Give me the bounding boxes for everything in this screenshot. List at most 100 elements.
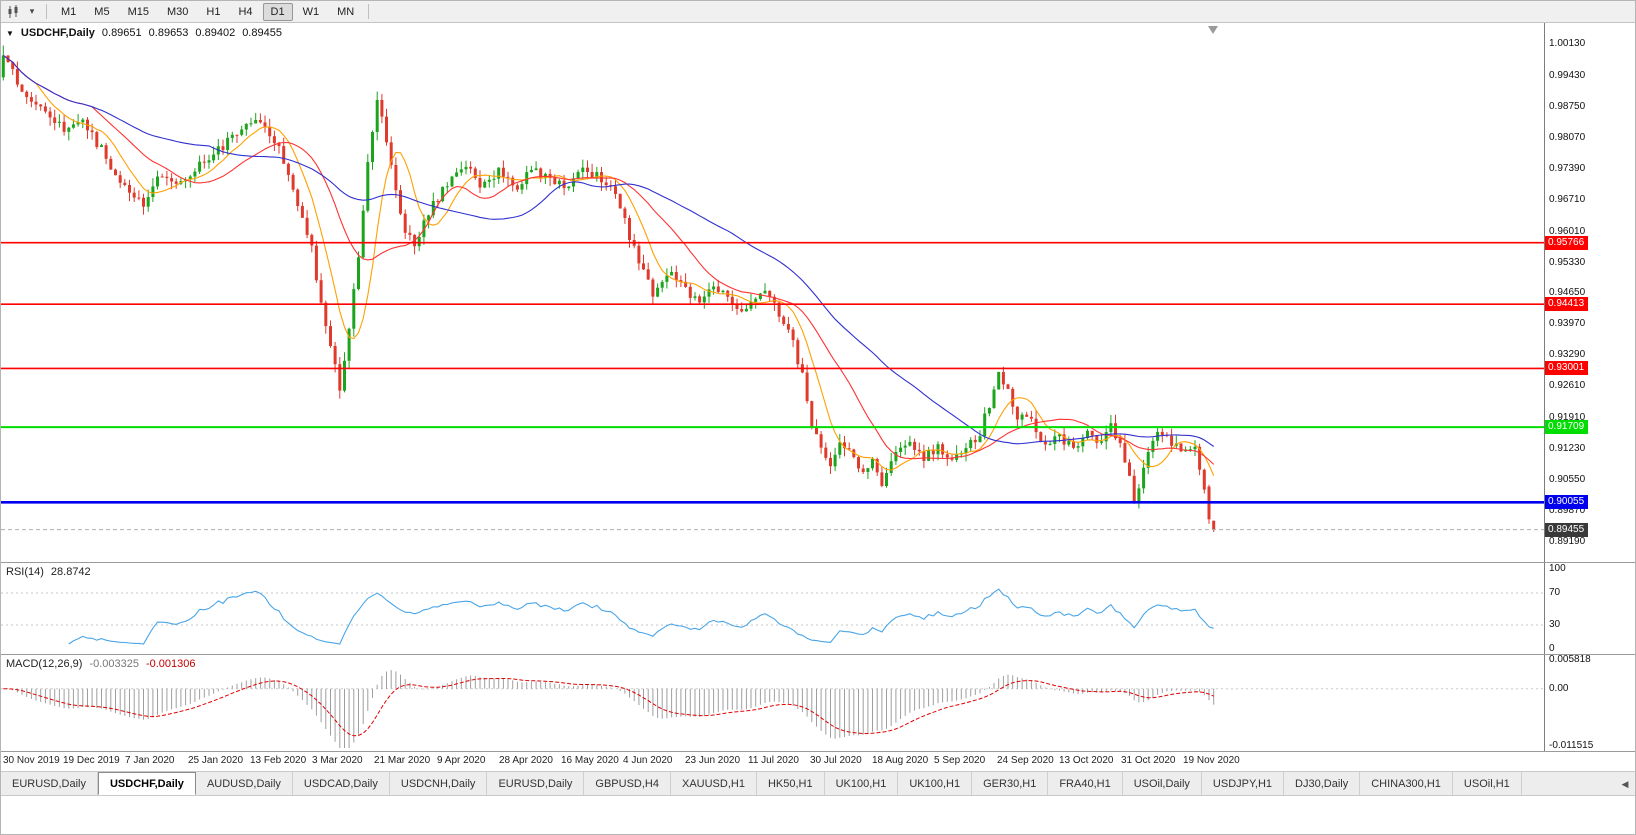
chart-tab-uk100-h1[interactable]: UK100,H1 xyxy=(824,772,899,795)
timeframe-button-m1[interactable]: M1 xyxy=(61,5,77,18)
rsi-label: RSI(14) 28.8742 xyxy=(6,566,91,578)
date-label: 9 Apr 2020 xyxy=(437,755,486,766)
rsi-tick: 70 xyxy=(1549,587,1561,598)
price-tick: 0.98070 xyxy=(1549,132,1586,143)
macd-axis[interactable]: 0.005818 0.00 -0.011515 xyxy=(1544,654,1635,751)
hline-price-tag: 0.90055 xyxy=(1545,495,1589,509)
macd-tick: -0.011515 xyxy=(1549,740,1594,751)
price-tick: 0.92610 xyxy=(1549,380,1586,391)
hline-price-tag: 0.91709 xyxy=(1545,420,1589,434)
macd-tick: 0.00 xyxy=(1549,683,1569,694)
toolbar-separator xyxy=(368,4,370,19)
macd-panel: 0.005818 0.00 -0.011515 MACD(12,26,9) -0.0… xyxy=(1,654,1635,752)
price-tick: 0.99430 xyxy=(1549,70,1586,81)
price-tick: 0.89870 xyxy=(1549,505,1586,516)
price-tick: 0.97390 xyxy=(1549,163,1586,174)
price-tick: 0.94650 xyxy=(1549,287,1586,298)
chart-tab-china300-h1[interactable]: CHINA300,H1 xyxy=(1360,772,1453,795)
timeframe-button-w1[interactable]: W1 xyxy=(302,5,320,18)
date-label: 16 May 2020 xyxy=(561,755,619,766)
date-label: 3 Mar 2020 xyxy=(312,755,363,766)
current-price-tag: 0.89455 xyxy=(1545,523,1589,537)
macd-chart[interactable] xyxy=(1,655,1546,752)
ohlc-open: 0.89651 xyxy=(101,27,142,39)
price-tick: 0.96010 xyxy=(1549,226,1586,237)
date-label: 21 Mar 2020 xyxy=(374,755,431,766)
timeframe-button-m15[interactable]: M15 xyxy=(127,5,149,18)
price-tick: 0.96710 xyxy=(1549,194,1586,205)
chart-tab-fra40-h1[interactable]: FRA40,H1 xyxy=(1048,772,1123,795)
date-label: 24 Sep 2020 xyxy=(997,755,1054,766)
date-label: 19 Nov 2020 xyxy=(1183,755,1240,766)
price-axis[interactable]: 1.00130 0.99430 0.98750 0.98070 0.97390 0.967… xyxy=(1544,23,1635,562)
timeframe-button-h1[interactable]: H1 xyxy=(206,5,221,18)
price-tick: 0.93970 xyxy=(1549,318,1586,329)
chart-tab-eurusd-daily[interactable]: EURUSD,Daily xyxy=(1,772,98,795)
symbol-label: USDCHF,Daily xyxy=(20,27,95,39)
macd-signal-value: -0.001306 xyxy=(145,658,196,670)
chart-tab-xauusd-h1[interactable]: XAUUSD,H1 xyxy=(670,772,757,795)
timeframe-button-d1[interactable]: D1 xyxy=(262,2,293,21)
rsi-tick: 100 xyxy=(1549,563,1566,574)
chart-title: ▼ USDCHF,Daily 0.89651 0.89653 0.89402 0… xyxy=(6,27,282,39)
candlestick-chart[interactable] xyxy=(1,23,1546,563)
time-axis[interactable]: 30 Nov 2019 19 Dec 2019 7 Jan 2020 25 Jan 2… xyxy=(1,752,1635,772)
price-tick: 0.90550 xyxy=(1549,474,1586,485)
date-label: 13 Feb 2020 xyxy=(250,755,307,766)
date-label: 28 Apr 2020 xyxy=(499,755,553,766)
timeframe-button-m5[interactable]: M5 xyxy=(94,5,110,18)
rsi-tick: 0 xyxy=(1549,643,1555,654)
date-label: 11 Jul 2020 xyxy=(748,755,799,766)
date-label: 4 Jun 2020 xyxy=(623,755,673,766)
chart-tab-usdjpy-h1[interactable]: USDJPY,H1 xyxy=(1201,772,1285,795)
ohlc-high: 0.89653 xyxy=(148,27,189,39)
timeframe-button-m30[interactable]: M30 xyxy=(166,5,189,18)
price-tick: 1.00130 xyxy=(1549,38,1586,49)
main-chart-panel: 1.00130 0.99430 0.98750 0.98070 0.97390 0.967… xyxy=(1,23,1635,563)
ohlc-low: 0.89402 xyxy=(195,27,236,39)
symbol-dropdown-icon[interactable]: ▼ xyxy=(6,28,14,38)
chart-tab-audusd-daily[interactable]: AUDUSD,Daily xyxy=(195,772,293,795)
chart-tab-usoil-h1[interactable]: USOil,H1 xyxy=(1452,772,1522,795)
timeframe-button-h4[interactable]: H4 xyxy=(238,5,253,18)
chart-tab-uk100-h1[interactable]: UK100,H1 xyxy=(898,772,973,795)
chart-tab-usdchf-daily[interactable]: USDCHF,Daily xyxy=(97,772,196,795)
date-label: 25 Jan 2020 xyxy=(188,755,244,766)
price-tick: 0.98750 xyxy=(1549,101,1586,112)
date-label: 19 Dec 2019 xyxy=(63,755,120,766)
chart-tab-usdcnh-daily[interactable]: USDCNH,Daily xyxy=(389,772,488,795)
rsi-chart[interactable] xyxy=(1,563,1546,655)
price-tick: 0.91230 xyxy=(1549,443,1586,454)
date-label: 7 Jan 2020 xyxy=(125,755,175,766)
chart-shift-marker xyxy=(1208,26,1218,34)
chart-tab-eurusd-daily[interactable]: EURUSD,Daily xyxy=(487,772,585,795)
chart-tab-usoil-daily[interactable]: USOil,Daily xyxy=(1122,772,1202,795)
chart-tab-usdcad-daily[interactable]: USDCAD,Daily xyxy=(292,772,390,795)
chart-type-dropdown-icon[interactable]: ▾ xyxy=(29,6,35,16)
rsi-panel: 100 70 30 0 RSI(14) 28.8742 xyxy=(1,563,1635,655)
date-label: 30 Jul 2020 xyxy=(810,755,862,766)
rsi-axis[interactable]: 100 70 30 0 xyxy=(1544,563,1635,654)
date-label: 5 Sep 2020 xyxy=(934,755,986,766)
hline-price-tag: 0.93001 xyxy=(1545,361,1589,375)
chart-type-icon[interactable] xyxy=(5,3,23,21)
macd-label: MACD(12,26,9) -0.003325 -0.001306 xyxy=(6,658,196,670)
rsi-value: 28.8742 xyxy=(50,566,91,578)
timeframe-button-group: M1 M5 M15 M30 H1 H4 D1 W1 MN xyxy=(52,2,363,21)
chart-tab-ger30-h1[interactable]: GER30,H1 xyxy=(972,772,1049,795)
date-label: 31 Oct 2020 xyxy=(1121,755,1176,766)
price-tick: 0.95330 xyxy=(1549,257,1586,268)
chart-tab-dj30-daily[interactable]: DJ30,Daily xyxy=(1284,772,1361,795)
hline-price-tag: 0.95766 xyxy=(1545,236,1589,250)
chart-tab-hk50-h1[interactable]: HK50,H1 xyxy=(756,772,825,795)
tab-scroll-left-icon[interactable]: ◀ xyxy=(1617,772,1633,795)
price-tick: 0.89190 xyxy=(1549,536,1586,547)
chart-tab-gbpusd-h4[interactable]: GBPUSD,H4 xyxy=(584,772,671,795)
macd-tick: 0.005818 xyxy=(1549,654,1591,665)
toolbar: ▾ M1 M5 M15 M30 H1 H4 D1 W1 MN xyxy=(1,1,1635,23)
date-label: 23 Jun 2020 xyxy=(685,755,741,766)
date-label: 18 Aug 2020 xyxy=(872,755,929,766)
timeframe-button-mn[interactable]: MN xyxy=(337,5,355,18)
date-label: 30 Nov 2019 xyxy=(3,755,60,766)
